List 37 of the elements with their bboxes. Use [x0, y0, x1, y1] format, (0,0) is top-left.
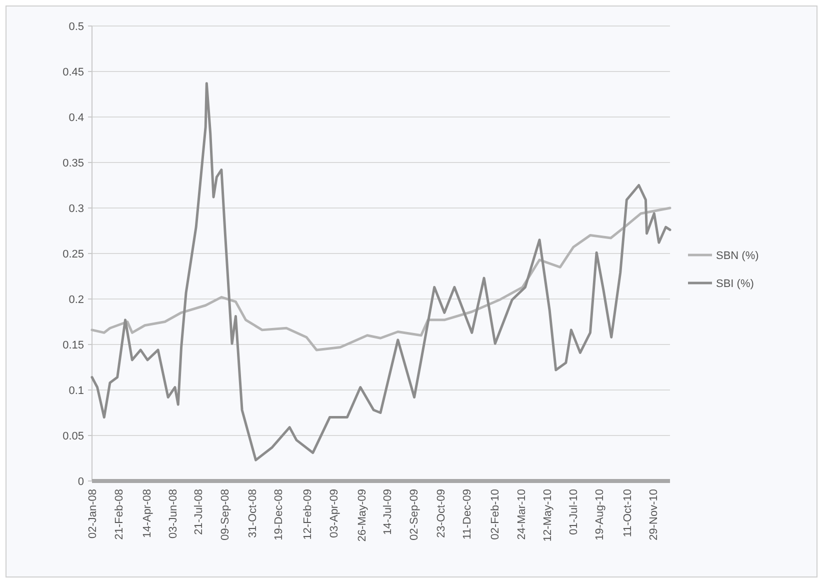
y-tick-label: 0.05 — [62, 430, 84, 442]
x-tick-label: 01-Jul-10 — [568, 489, 580, 535]
x-tick-label: 02-Jan-08 — [86, 489, 99, 539]
x-tick-label: 26-May-09 — [356, 489, 368, 542]
line-series — [90, 206, 672, 352]
y-tick-label: 0.2 — [68, 294, 84, 306]
x-tick-label: 03-Apr-09 — [328, 489, 340, 538]
y-tick-label: 0.3 — [68, 202, 84, 215]
line-series — [90, 82, 672, 462]
x-tick-label: 19-Aug-10 — [594, 489, 606, 540]
legend-label: SBN (%) — [716, 250, 759, 262]
x-tick-label: 11-Dec-09 — [461, 489, 474, 540]
x-tick-label: 21-Feb-08 — [113, 489, 126, 540]
x-tick-label: 12-Feb-09 — [302, 489, 314, 540]
x-tick-label: 23-Oct-09 — [436, 489, 448, 538]
y-tick-label: 0.15 — [62, 339, 84, 352]
x-tick-label: 14-Apr-08 — [141, 489, 154, 538]
y-tick-label: 0.25 — [62, 248, 84, 260]
x-tick-label: 02-Sep-09 — [408, 489, 421, 540]
x-tick-label: 11-Oct-10 — [622, 489, 634, 538]
x-tick-label: 03-Jun-08 — [168, 489, 180, 539]
y-tick-label: 0.4 — [68, 112, 84, 124]
y-tick-label: 0.1 — [68, 384, 84, 397]
x-tick-label: 19-Dec-08 — [272, 489, 285, 540]
x-tick-label: 31-Oct-08 — [246, 489, 259, 538]
x-tick-label: 24-Mar-10 — [516, 489, 528, 540]
x-tick-label: 09-Sep-08 — [219, 489, 232, 540]
x-tick-label: 21-Jul-08 — [193, 489, 206, 535]
x-tick-label: 14-Jul-09 — [382, 489, 394, 535]
y-tick-label: 0 — [78, 476, 84, 488]
y-tick-label: 0.5 — [68, 20, 84, 33]
x-tick-label: 29-Nov-10 — [648, 489, 660, 540]
x-tick-label: 02-Feb-10 — [489, 489, 502, 540]
legend-label: SBI (%) — [716, 278, 754, 290]
y-tick-label: 0.45 — [62, 66, 84, 78]
x-tick-label: 12-May-10 — [542, 489, 554, 542]
y-tick-label: 0.35 — [62, 157, 84, 170]
